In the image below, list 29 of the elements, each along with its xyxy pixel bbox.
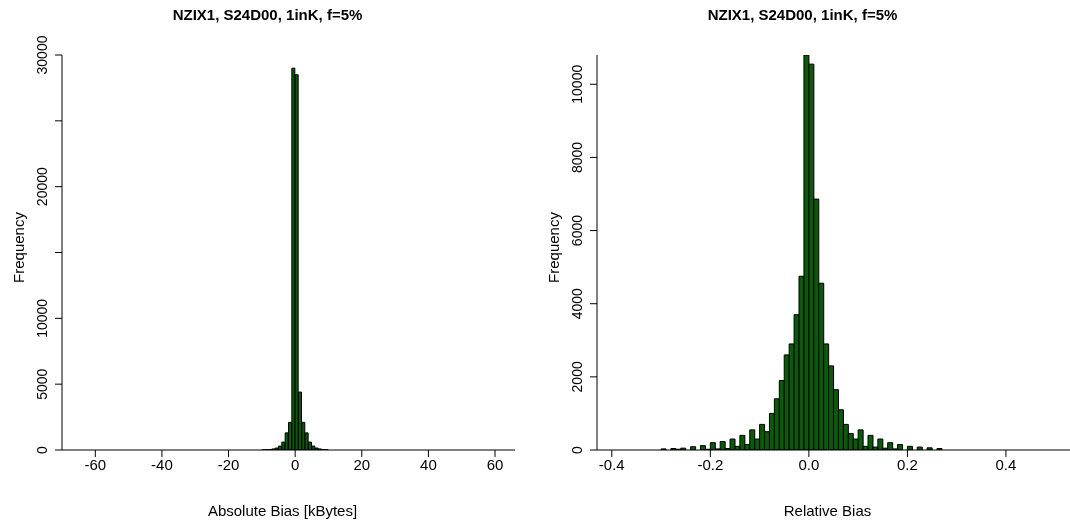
x-tick-label: 0.0 bbox=[798, 455, 820, 473]
chart-title: NZIX1, S24D00, 1inK, f=5% bbox=[171, 6, 364, 23]
x-tick-label: -20 bbox=[217, 455, 240, 473]
y-tick-label: 8000 bbox=[569, 141, 585, 173]
y-tick-label: 5000 bbox=[34, 368, 50, 400]
x-tick-label: -60 bbox=[84, 455, 107, 473]
x-tick-label: 0.4 bbox=[995, 455, 1017, 473]
y-tick-label: 2000 bbox=[569, 361, 585, 393]
x-axis-title: Relative Bias bbox=[782, 502, 873, 519]
y-axis-title: Frequency bbox=[9, 212, 27, 283]
y-tick-label: 4000 bbox=[569, 287, 585, 320]
y-tick-label: 10000 bbox=[569, 64, 585, 104]
y-tick-label: 0 bbox=[569, 445, 585, 454]
x-tick-label: -40 bbox=[151, 455, 173, 473]
x-tick-label: 20 bbox=[353, 455, 371, 473]
x-tick-label: 0 bbox=[290, 455, 300, 473]
y-tick-label: 20000 bbox=[34, 166, 50, 207]
y-axis-title: Frequency bbox=[544, 212, 562, 283]
y-tick-label: 0 bbox=[34, 445, 50, 454]
chart-title: NZIX1, S24D00, 1inK, f=5% bbox=[706, 6, 899, 23]
y-tick-label: 6000 bbox=[569, 214, 585, 247]
x-tick-label: -0.2 bbox=[697, 455, 724, 473]
y-tick-label: 10000 bbox=[34, 298, 50, 338]
x-tick-label: 0.2 bbox=[896, 455, 918, 473]
x-tick-label: 60 bbox=[486, 455, 504, 473]
x-tick-label: -0.4 bbox=[598, 455, 625, 473]
y-tick-label: 30000 bbox=[34, 35, 50, 75]
x-tick-label: 40 bbox=[420, 455, 437, 473]
x-axis-title: Absolute Bias [kBytes] bbox=[206, 502, 359, 519]
